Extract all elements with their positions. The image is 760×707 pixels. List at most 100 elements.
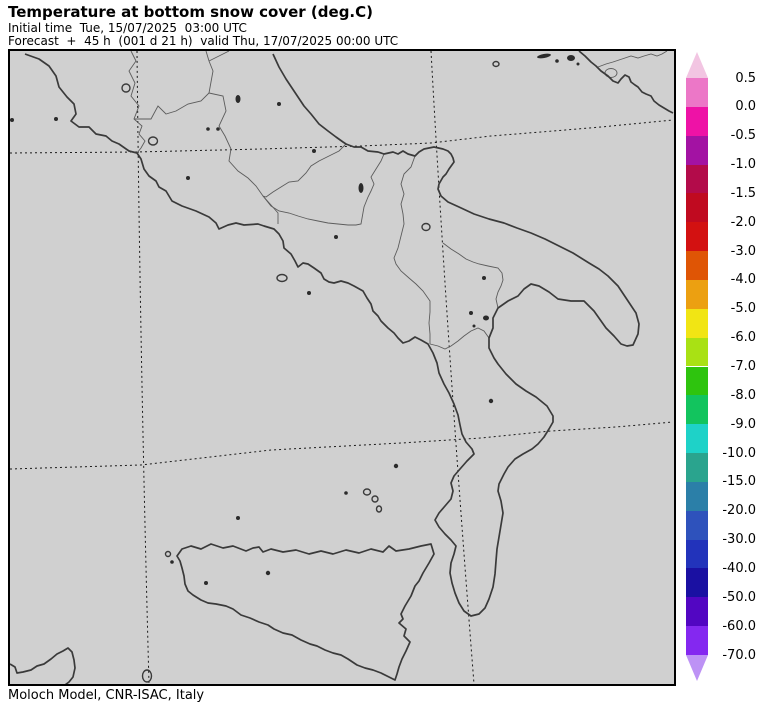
legend-tick-label: -2.0 — [730, 214, 756, 230]
dot-sicily-center — [265, 570, 271, 576]
map-panel — [8, 49, 676, 686]
legend-tick-label: -50.0 — [722, 589, 756, 605]
legend-band--5.0 — [686, 308, 708, 338]
forecast-valid-line: Forecast + 45 h (001 d 21 h) valid Thu, … — [8, 34, 399, 48]
legend-tick-label: -4.0 — [730, 272, 756, 288]
legend-tick-label: -20.0 — [722, 503, 756, 519]
border-lazio-abruzzo — [208, 92, 279, 224]
adriatic-islet1 — [555, 59, 559, 63]
dot-island-west2 — [54, 117, 58, 121]
legend-band--30.0 — [686, 539, 708, 569]
border-basilicata-calabria — [429, 327, 490, 350]
meridian-line-west — [136, 51, 150, 684]
dot-rome-area — [186, 176, 190, 180]
legend-tick-label: -60.0 — [722, 618, 756, 634]
legend-tick-label: 0.5 — [735, 70, 756, 86]
legend-tick-label: -30.0 — [722, 532, 756, 548]
dot-puglia-inland — [482, 276, 486, 280]
dot-abruzzo-north — [277, 102, 281, 106]
attribution: Moloch Model, CNR-ISAC, Italy — [8, 688, 205, 703]
legend-tick-label: -15.0 — [722, 474, 756, 490]
dot-basilicata2 — [472, 324, 476, 328]
ustica-island — [236, 516, 240, 520]
legend-band--50.0 — [686, 597, 708, 627]
legend-tick-label: -6.0 — [730, 330, 756, 346]
legend-above-range-arrow — [686, 52, 708, 78]
border-molise-campania — [262, 153, 385, 226]
lake-lesina — [421, 222, 431, 232]
border-campania-basilicata — [393, 155, 431, 344]
legend-tick-label: -0.5 — [730, 128, 756, 144]
legend-band--9.0 — [686, 424, 708, 454]
coastline-sicily — [176, 543, 435, 681]
dot-abruzzo-coast — [312, 149, 316, 153]
border-puglia-basilicata — [442, 242, 504, 309]
dot-lazio1 — [206, 127, 210, 131]
legend-band--3.0 — [686, 251, 708, 280]
initial-time-line: Initial time Tue, 15/07/2025 03:00 UTC — [8, 21, 247, 35]
lake-blob-north — [235, 95, 241, 103]
adriatic-islet2 — [576, 62, 580, 66]
legend-tick-label: -8.0 — [730, 387, 756, 403]
coastline-tunisia — [10, 647, 76, 684]
legend-band--20.0 — [686, 510, 708, 540]
aeolian-islet — [375, 505, 383, 513]
legend-band--10.0 — [686, 453, 708, 482]
island-outlines — [121, 60, 500, 683]
border-abruzzo-molise — [262, 143, 347, 198]
pantelleria-island — [141, 669, 153, 683]
legend-tick-label: -3.0 — [730, 243, 756, 259]
parallel-line-north — [10, 119, 674, 154]
legend-band--2.0 — [686, 222, 708, 252]
salina-island — [344, 491, 348, 495]
legend-band-0.0 — [686, 106, 708, 136]
legend-band--1.0 — [686, 164, 708, 194]
coastline-italy-mainland — [24, 53, 640, 617]
legend-band--8.0 — [686, 395, 708, 425]
legend-tick-label: -1.0 — [730, 157, 756, 173]
coastline-balkans — [578, 51, 674, 114]
lake-bracciano — [147, 136, 159, 146]
capri-island — [307, 291, 311, 295]
adriatic-islet3 — [567, 55, 575, 61]
ischia-island — [276, 273, 288, 283]
legend-tick-label: -7.0 — [730, 359, 756, 374]
legend-band--0.5 — [686, 135, 708, 165]
color-scale-legend: 0.5 0.0 -0.5 -1.0 -1.5 -2.0 -3.0 -4.0 -5.0 -6.0 -7… — [686, 52, 758, 684]
graticule — [10, 51, 674, 684]
legend-tick-label: 0.0 — [735, 99, 756, 115]
vulcano-island — [371, 495, 379, 503]
coastlines — [10, 51, 674, 684]
dot-calabria-sila — [488, 398, 494, 404]
legend-band-0.5 — [686, 78, 708, 107]
egadi-island — [164, 550, 172, 558]
egadi-islet — [170, 560, 174, 564]
italy-map — [10, 51, 674, 684]
legend-tick-label: -5.0 — [730, 301, 756, 317]
legend-band--7.0 — [686, 366, 708, 396]
legend-tick-label: -10.0 — [722, 445, 756, 461]
dot-lazio2 — [216, 127, 220, 131]
legend-band--15.0 — [686, 481, 708, 511]
dot-sicily-west — [204, 581, 208, 585]
legend-band--1.5 — [686, 193, 708, 223]
region-borders — [128, 51, 668, 350]
border-umbria — [134, 51, 214, 120]
border-marche — [208, 51, 230, 62]
dot-taranto-area — [483, 315, 489, 321]
legend-band--4.0 — [686, 279, 708, 309]
tremiti-islands — [492, 60, 500, 68]
legend-tick-label: -9.0 — [730, 416, 756, 432]
stromboli-island — [393, 463, 399, 469]
page-title: Temperature at bottom snow cover (deg.C) — [8, 3, 373, 21]
legend-band--40.0 — [686, 568, 708, 598]
point-markers — [10, 53, 580, 585]
dot-campania-inland — [334, 235, 338, 239]
legend-below-range-arrow — [686, 655, 708, 681]
dot-island-west — [10, 118, 14, 122]
dot-basilicata1 — [469, 311, 473, 315]
legend-tick-label: -70.0 — [722, 647, 756, 663]
lake-occhito — [358, 183, 364, 193]
legend-tick-label: -40.0 — [722, 560, 756, 576]
